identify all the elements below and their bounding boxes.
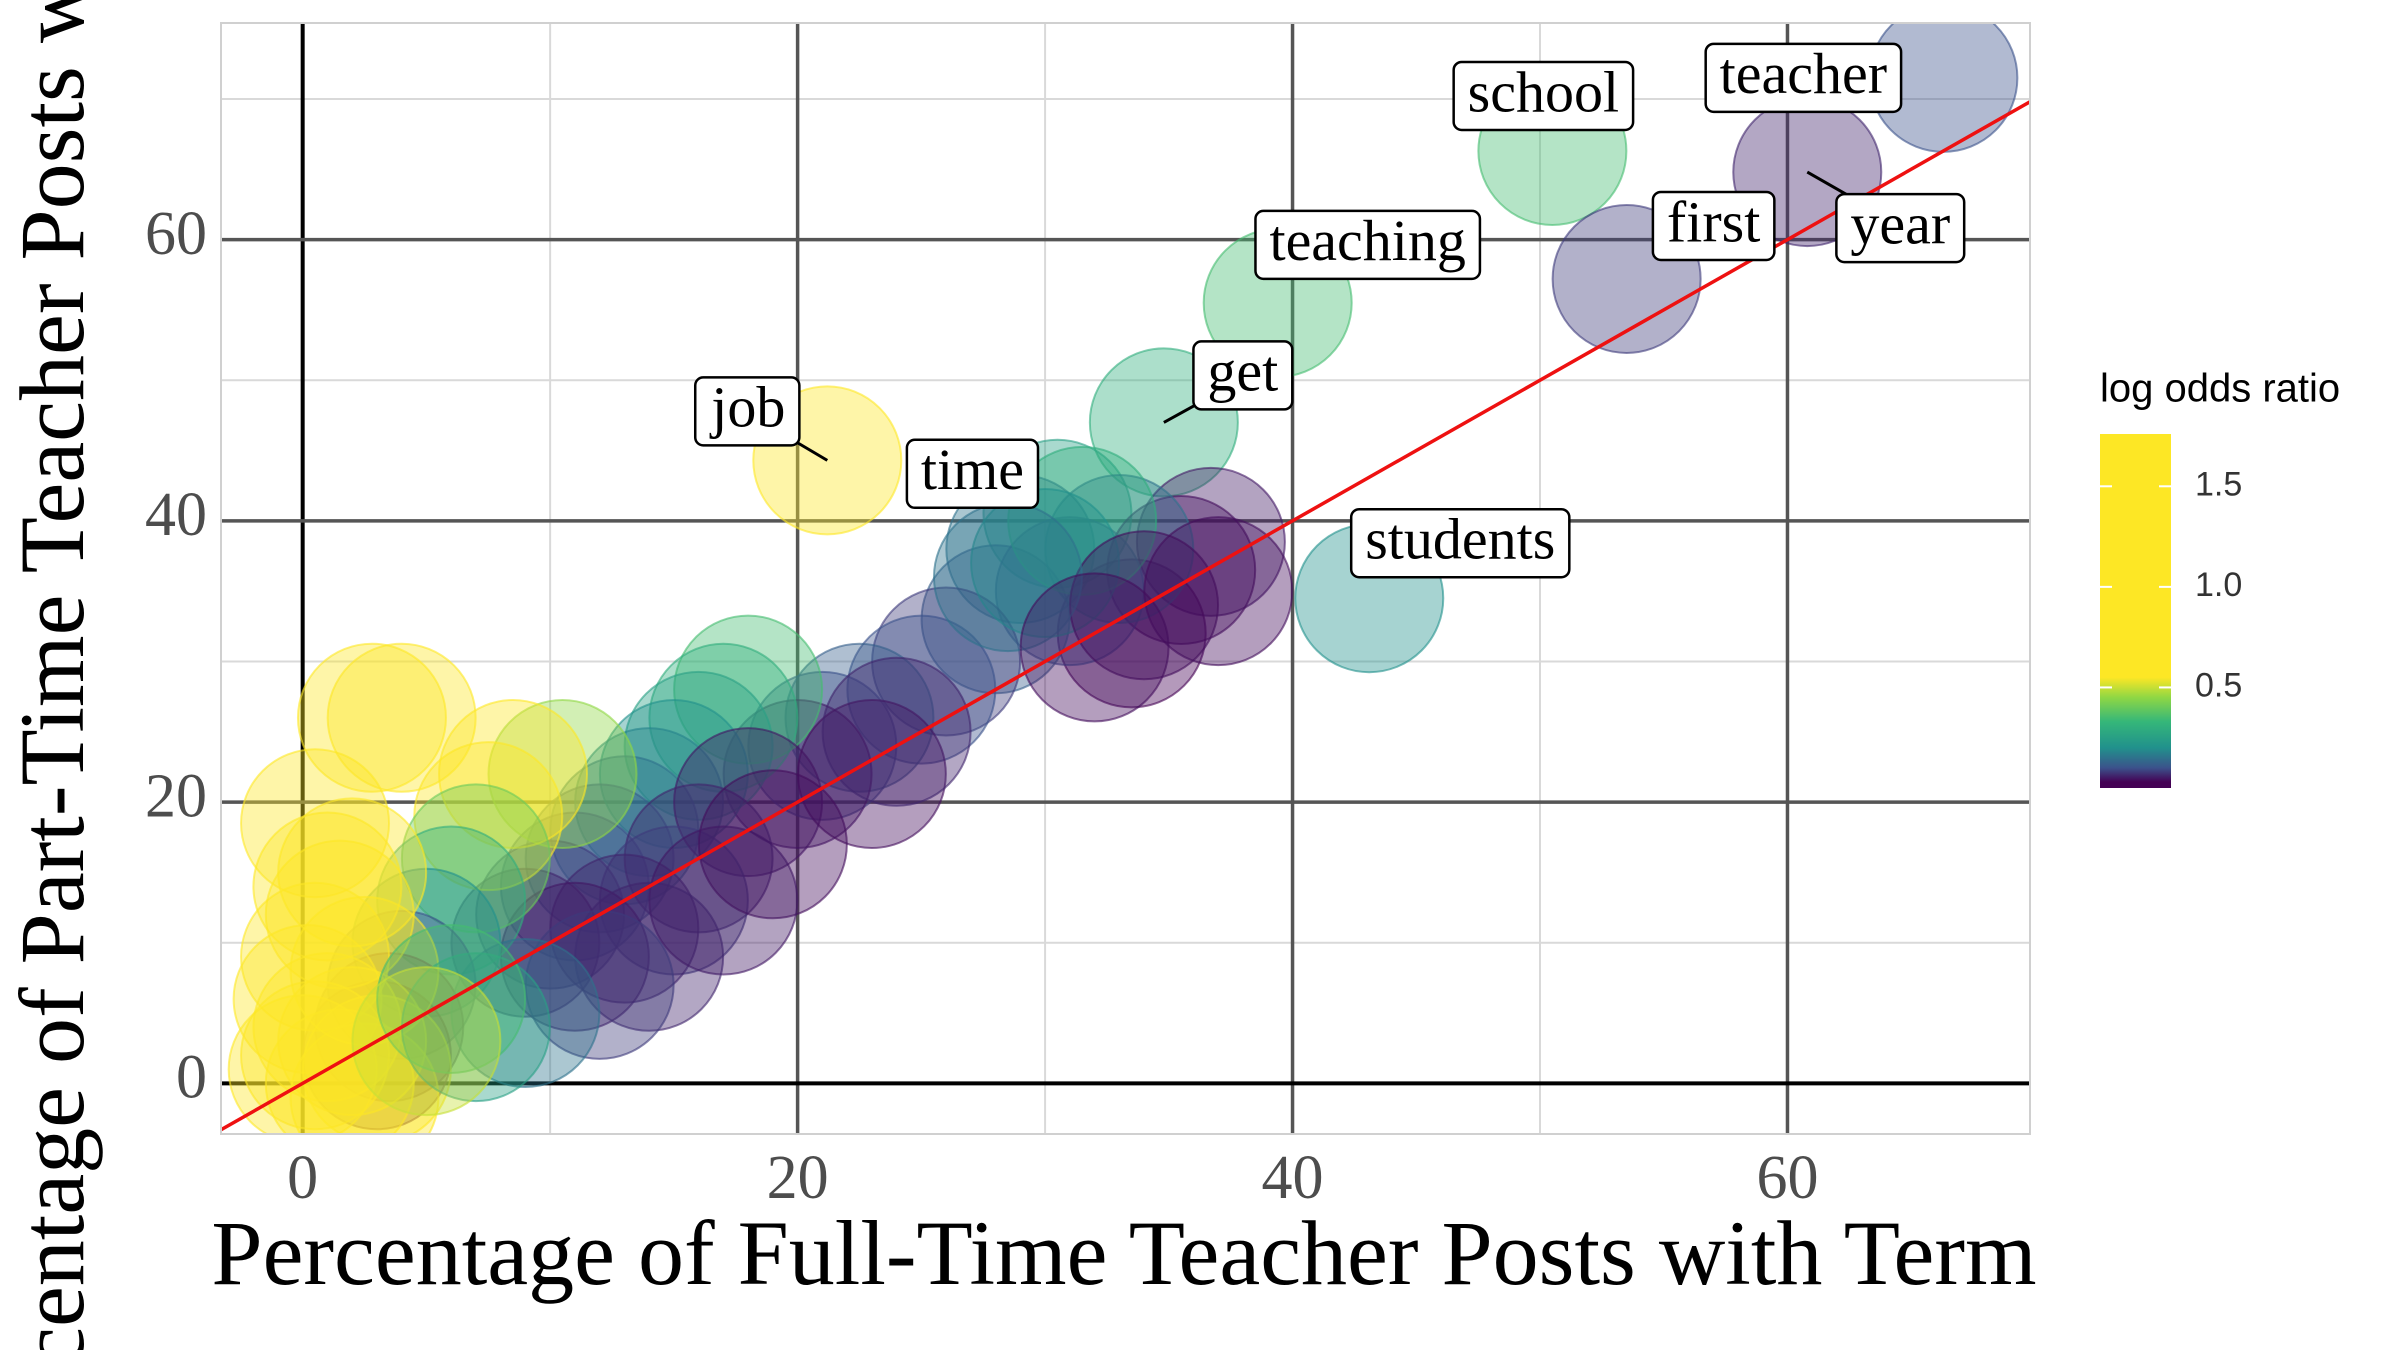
bubble [289,1022,440,1134]
bubble [296,642,447,793]
y-tick-label: 40 [145,481,207,549]
x-tick-label: 60 [1756,1144,1818,1212]
bubble [376,825,527,976]
x-tick-label: 40 [1262,1144,1324,1212]
point-label: school [1468,59,1619,124]
bubble [524,909,675,1060]
bubble [289,895,440,1046]
bubble [487,698,638,849]
reference-line [221,100,2030,1132]
label-box [693,376,801,447]
point-label: first [1667,189,1760,254]
label-box [1704,42,1903,114]
bubble [240,980,391,1131]
label-box [905,438,1040,510]
bubble [1019,572,1170,723]
panel-border [220,22,2031,1135]
bubble [252,811,403,962]
point-label: time [921,437,1024,502]
x-tick-label: 20 [767,1144,829,1212]
colorbar [2100,434,2171,788]
bubble [351,966,502,1117]
point-label: students [1365,507,1555,572]
y-tick-label: 0 [176,1044,207,1112]
y-tick-label: 60 [145,200,207,268]
plot-area [221,23,2030,1134]
point-label: get [1207,339,1278,404]
point-label: teacher [1720,41,1887,106]
colorbar-tick-label: 1.0 [2195,566,2242,604]
x-tick-label: 0 [287,1144,318,1212]
bubble [1135,466,1286,617]
label-box [1452,60,1635,132]
bubble [821,656,972,807]
label-box [1349,507,1571,579]
point-label: job [709,375,785,440]
point-label: teaching [1269,208,1465,273]
bubble [240,748,391,899]
bubble [277,797,428,948]
point-label: year [1850,191,1950,256]
legend-title: log odds ratio [2100,367,2340,411]
bubble [574,881,725,1032]
label-box [1835,192,1966,264]
x-axis-title: Percentage of Full-Time Teacher Posts wi… [211,1202,2036,1304]
bubble [970,488,1121,639]
label-box [1651,190,1776,262]
colorbar-tick-label: 1.5 [2195,465,2242,503]
label-box [1192,340,1294,411]
y-tick-label: 20 [145,762,207,830]
bubble [438,698,589,849]
bubble [326,642,477,793]
bubble [240,881,391,1032]
bubble [1143,516,1294,667]
label-box [1254,209,1482,281]
y-axis-title: Percentage of Part-Time Teacher Posts wi… [1,0,103,1350]
bubble [400,783,551,934]
colorbar-tick-label: 0.5 [2195,666,2242,704]
